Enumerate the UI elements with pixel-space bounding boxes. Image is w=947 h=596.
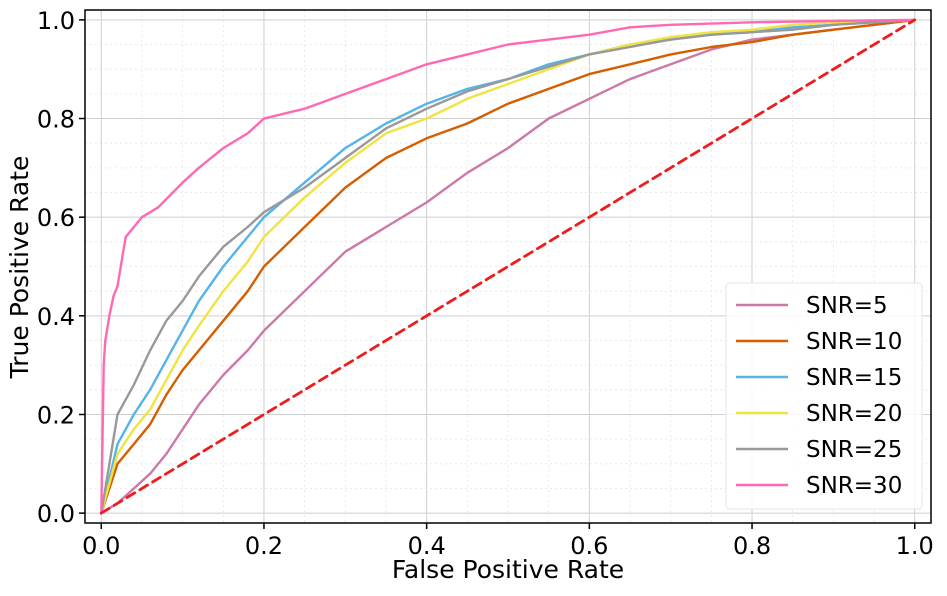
legend-label: SNR=25	[806, 437, 902, 463]
y-tick-label: 0.2	[37, 401, 75, 429]
y-tick-label: 0.8	[37, 106, 75, 134]
legend-label: SNR=30	[806, 473, 902, 499]
x-axis-label: False Positive Rate	[392, 555, 624, 584]
y-tick-label: 0.4	[37, 303, 75, 331]
y-tick-label: 1.0	[37, 7, 75, 35]
x-tick-label: 0.8	[733, 532, 771, 560]
x-tick-label: 1.0	[896, 532, 934, 560]
legend-label: SNR=10	[806, 329, 902, 355]
legend: SNR=5 SNR=10 SNR=15 SNR=20 SNR=25 SNR=30	[725, 282, 923, 510]
series-line-5	[100, 18, 916, 515]
y-tick-label: 0.6	[37, 204, 75, 232]
axes: 0.0 0.2 0.4 0.6 0.8 1.0 0.0 0.2 0.4 0.6 0.8 1.0	[37, 7, 934, 560]
series-line-2	[100, 18, 916, 515]
series-line-4	[100, 18, 916, 515]
series-line-1	[100, 18, 916, 515]
diagonal-reference-line	[99, 18, 917, 515]
x-tick-label: 0.0	[82, 532, 120, 560]
y-axis-label: True Positive Rate	[5, 156, 34, 380]
legend-box	[725, 282, 923, 510]
plot-frame	[84, 9, 932, 524]
legend-label: SNR=5	[806, 293, 888, 319]
x-tick-label: 0.2	[245, 532, 283, 560]
series-line-6	[100, 18, 916, 515]
legend-label: SNR=15	[806, 365, 902, 391]
legend-label: SNR=20	[806, 401, 902, 427]
x-tick-label: 0.6	[570, 532, 608, 560]
y-tick-label: 0.0	[37, 500, 75, 528]
series-lines	[99, 18, 917, 515]
x-tick-label: 0.4	[408, 532, 446, 560]
